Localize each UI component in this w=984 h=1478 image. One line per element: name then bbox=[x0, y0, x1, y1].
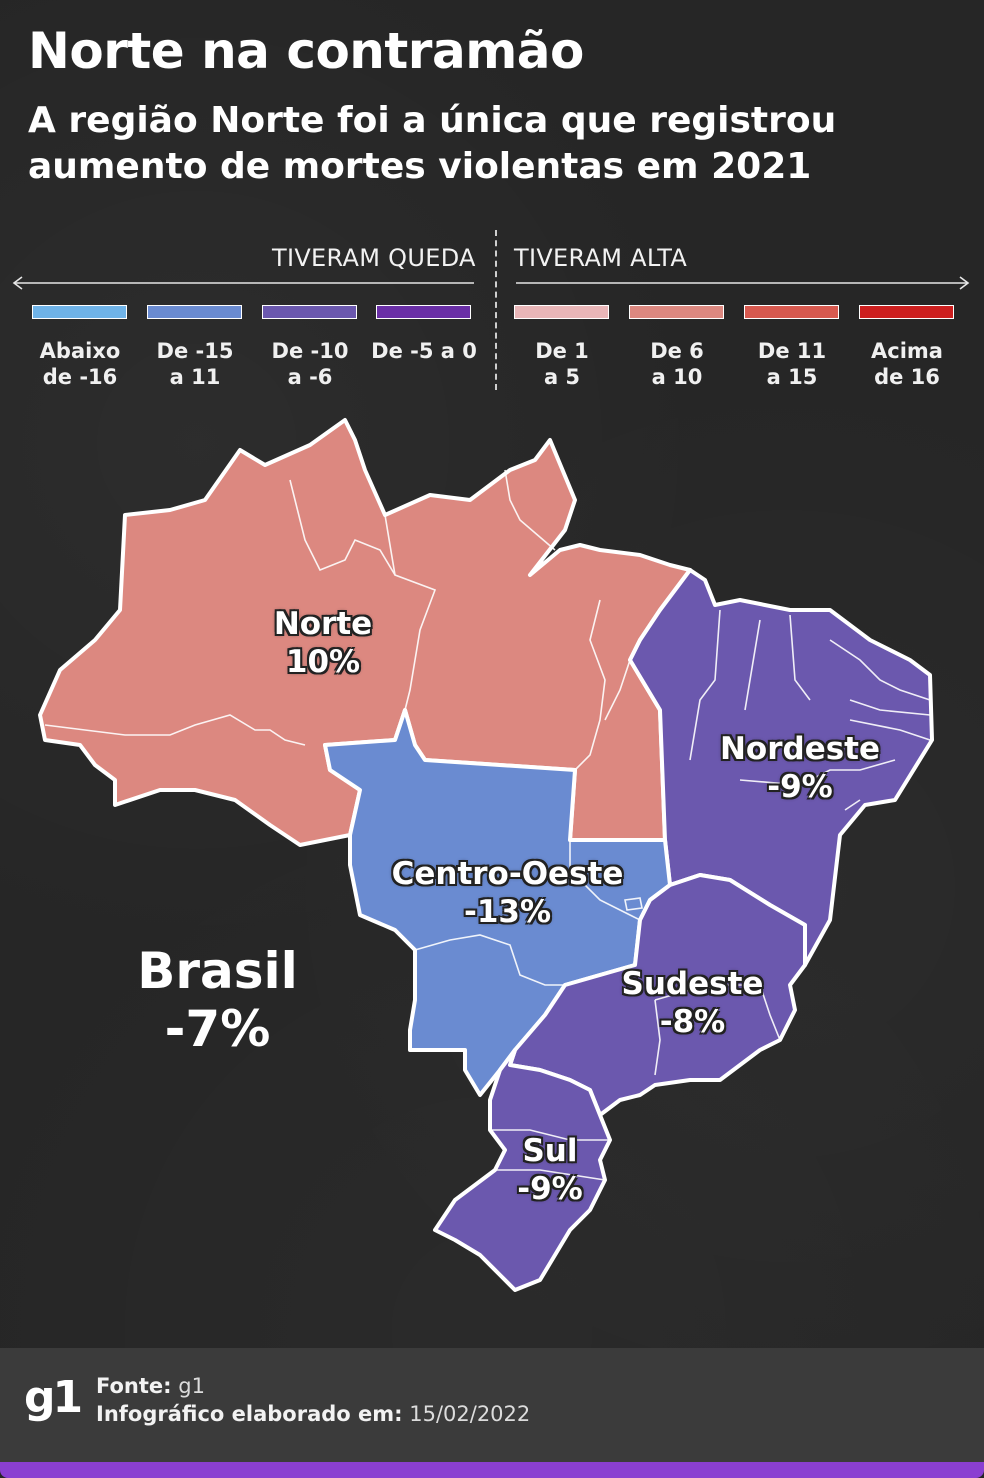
footer-accent-bar bbox=[0, 1462, 984, 1478]
legend-swatch-7 bbox=[744, 305, 839, 319]
label-sudeste-value: -8% bbox=[659, 1004, 726, 1040]
label-sul-name: Sul bbox=[522, 1133, 578, 1169]
label-sul-value: -9% bbox=[517, 1171, 583, 1207]
legend-label-6: De 6 a 10 bbox=[650, 339, 704, 389]
state-borders bbox=[44, 469, 931, 1181]
label-nordeste-value: -9% bbox=[767, 769, 833, 805]
page-subtitle: A região Norte foi a única que registrou… bbox=[28, 100, 837, 187]
page-title: Norte na contramão bbox=[28, 22, 584, 80]
rise-arrowhead bbox=[959, 276, 970, 290]
legend-rise-label: TIVERAM ALTA bbox=[514, 244, 688, 272]
label-nordeste: Nordeste -9% bbox=[705, 730, 895, 806]
source-block: Fonte: g1 Infográfico elaborado em: 15/0… bbox=[96, 1372, 530, 1428]
source-value: g1 bbox=[178, 1374, 205, 1398]
national-total: Brasil -7% bbox=[130, 942, 305, 1058]
legend-label-3: De -10 a -6 bbox=[271, 339, 349, 389]
legend-label-1: Abaixo de -16 bbox=[39, 339, 121, 389]
source-label: Fonte: bbox=[96, 1374, 172, 1398]
legend-label-2: De -15 a 11 bbox=[156, 339, 234, 389]
label-sul: Sul -9% bbox=[490, 1132, 610, 1208]
label-norte-name: Norte bbox=[273, 606, 373, 642]
date-value: 15/02/2022 bbox=[409, 1402, 531, 1426]
legend-label-7: De 11 a 15 bbox=[757, 339, 827, 389]
legend-label-5: De 1 a 5 bbox=[535, 339, 589, 389]
national-value: -7% bbox=[164, 1000, 271, 1058]
g1-logo: g1 bbox=[24, 1372, 83, 1423]
label-centro-oeste: Centro-Oeste -13% bbox=[375, 855, 640, 931]
legend-swatch-3 bbox=[262, 305, 357, 319]
legend-swatch-8 bbox=[859, 305, 954, 319]
label-norte: Norte 10% bbox=[258, 605, 388, 681]
legend-label-4: De -5 a 0 bbox=[371, 339, 477, 363]
label-centro-oeste-value: -13% bbox=[463, 894, 552, 930]
legend-swatch-4 bbox=[376, 305, 471, 319]
national-name: Brasil bbox=[137, 942, 298, 1000]
legend-swatch-2 bbox=[147, 305, 242, 319]
legend-drop-label: TIVERAM QUEDA bbox=[272, 244, 476, 272]
brazil-map bbox=[38, 418, 934, 1292]
label-sudeste-name: Sudeste bbox=[621, 966, 764, 1002]
legend-swatch-5 bbox=[514, 305, 609, 319]
legend-swatch-6 bbox=[629, 305, 724, 319]
region-nordeste bbox=[628, 568, 934, 967]
date-label: Infográfico elaborado em: bbox=[96, 1402, 403, 1426]
legend-label-8: Acima de 16 bbox=[871, 339, 943, 389]
drop-arrowhead bbox=[12, 276, 23, 290]
footer bbox=[0, 1348, 984, 1468]
label-centro-oeste-name: Centro-Oeste bbox=[391, 856, 624, 892]
legend-divider bbox=[495, 230, 497, 390]
label-nordeste-name: Nordeste bbox=[719, 731, 881, 767]
legend-swatch-1 bbox=[32, 305, 127, 319]
label-sudeste: Sudeste -8% bbox=[605, 965, 780, 1041]
label-norte-value: 10% bbox=[285, 644, 361, 680]
legend-arrows bbox=[12, 276, 970, 290]
region-sudeste bbox=[508, 873, 807, 1117]
